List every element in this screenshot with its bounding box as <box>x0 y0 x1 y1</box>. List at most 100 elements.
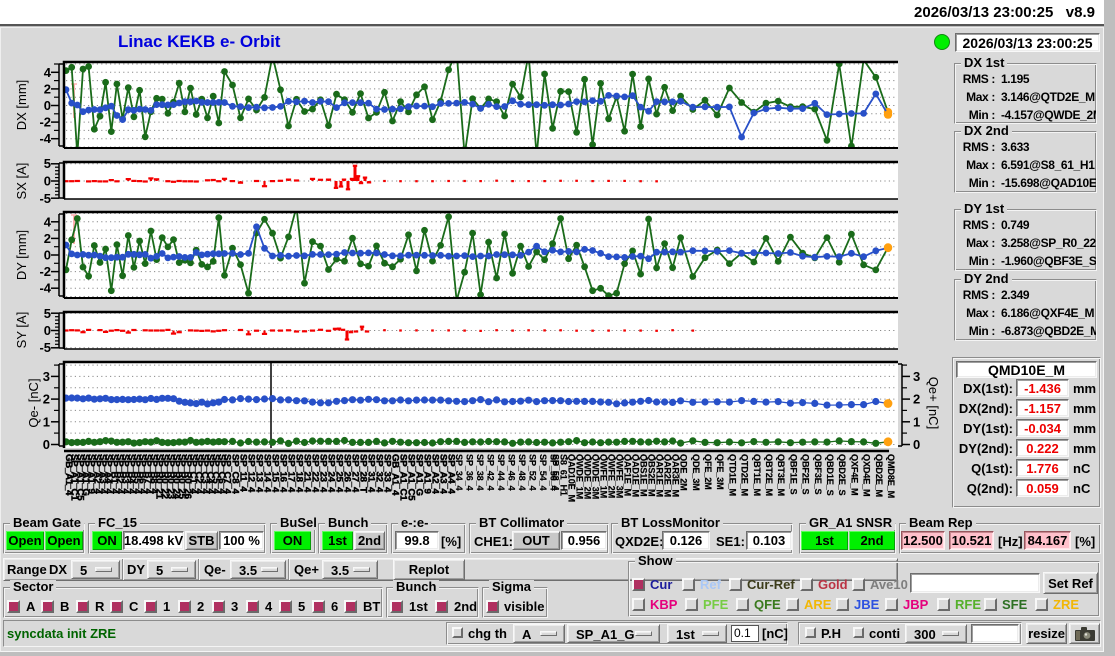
svg-text:-5: -5 <box>39 191 51 206</box>
svg-text:SP_A1_C1: SP_A1_C1 <box>398 454 409 501</box>
svg-text:2: 2 <box>44 81 51 96</box>
svg-text:SP_44_4: SP_44_4 <box>496 454 506 491</box>
svg-text:SP_11_4: SP_11_4 <box>238 454 249 492</box>
svg-text:-5: -5 <box>39 340 51 355</box>
svg-text:SP_A2_4: SP_A2_4 <box>430 454 441 495</box>
svg-text:SP_C4_4: SP_C4_4 <box>205 454 216 495</box>
svg-text:4: 4 <box>44 214 52 229</box>
svg-text:QFE_2M: QFE_2M <box>703 454 713 490</box>
svg-text:SP_14_4: SP_14_4 <box>262 454 273 493</box>
svg-text:QWDE_3M: QWDE_3M <box>591 454 601 500</box>
svg-text:SP_46_4: SP_46_4 <box>507 454 517 491</box>
svg-text:SP_24_4: SP_24_4 <box>326 454 337 493</box>
svg-text:SP_B4_4: SP_B4_4 <box>125 454 136 495</box>
svg-text:SP_21_4: SP_21_4 <box>302 454 313 493</box>
svg-text:SP_C2_4: SP_C2_4 <box>193 454 204 495</box>
svg-text:SP_B5_4: SP_B5_4 <box>131 454 142 495</box>
svg-text:5: 5 <box>44 156 51 171</box>
svg-text:SP_B8_4: SP_B8_4 <box>148 454 159 495</box>
svg-text:QBD2E_M: QBD2E_M <box>874 454 884 498</box>
svg-text:Qe+ [nC]: Qe+ [nC] <box>926 377 940 429</box>
svg-text:SP_17_4: SP_17_4 <box>286 454 297 493</box>
svg-text:QFE_3M: QFE_3M <box>715 454 725 490</box>
svg-text:SP_22_4: SP_22_4 <box>310 454 321 493</box>
svg-text:SY [A]: SY [A] <box>14 312 29 349</box>
svg-text:DY [mm]: DY [mm] <box>14 230 29 280</box>
svg-text:0: 0 <box>44 248 51 263</box>
svg-text:0: 0 <box>913 437 920 452</box>
svg-text:QBD2E_S: QBD2E_S <box>837 454 847 496</box>
svg-text:SP_R0_22: SP_R0_22 <box>159 454 170 499</box>
svg-text:SP_16_4: SP_16_4 <box>278 454 289 493</box>
svg-text:SP_B7_4: SP_B7_4 <box>142 454 153 495</box>
svg-text:SP_52_4: SP_52_4 <box>528 454 538 491</box>
svg-text:SP_33_4: SP_33_4 <box>382 454 393 493</box>
svg-text:-2: -2 <box>39 264 51 279</box>
svg-text:SP_A4_4: SP_A4_4 <box>103 454 114 495</box>
svg-text:S8_61_H1: S8_61_H1 <box>559 454 569 496</box>
svg-text:QBT2E_M: QBT2E_M <box>764 454 774 497</box>
svg-text:SP_C7_4: SP_C7_4 <box>222 454 233 495</box>
svg-text:SP_R0_23: SP_R0_23 <box>165 454 176 499</box>
svg-text:SP_B3_4: SP_B3_4 <box>120 454 131 495</box>
svg-text:QAF1E_M: QAF1E_M <box>623 454 633 497</box>
svg-text:QXD4E_M: QXD4E_M <box>862 454 872 497</box>
svg-text:0: 0 <box>44 98 51 113</box>
svg-text:0: 0 <box>43 437 50 452</box>
svg-text:QDE_3M: QDE_3M <box>691 454 701 491</box>
svg-text:SP_31_4: SP_31_4 <box>366 454 377 493</box>
svg-text:3: 3 <box>43 369 50 384</box>
svg-text:QWFE_1M: QWFE_1M <box>599 454 609 499</box>
svg-text:DX [mm]: DX [mm] <box>14 80 29 131</box>
svg-text:SP_18_4: SP_18_4 <box>294 454 305 493</box>
svg-text:SP_A1_C1: SP_A1_C1 <box>69 454 80 501</box>
svg-text:SP_58_4: SP_58_4 <box>551 454 561 491</box>
svg-text:SP_B2_4: SP_B2_4 <box>114 454 125 495</box>
svg-text:SP_A1_9: SP_A1_9 <box>86 454 97 494</box>
svg-text:3: 3 <box>913 369 920 384</box>
svg-text:SP_C5_4: SP_C5_4 <box>210 454 221 495</box>
svg-text:QAD1E_M: QAD1E_M <box>631 454 641 498</box>
svg-text:4: 4 <box>44 65 52 80</box>
svg-text:-2: -2 <box>39 115 51 130</box>
svg-text:SP_28_T: SP_28_T <box>358 454 369 493</box>
svg-text:SP_15_4: SP_15_4 <box>270 454 281 493</box>
svg-text:SP_C6_4: SP_C6_4 <box>216 454 227 495</box>
svg-text:SP_R0_24: SP_R0_24 <box>171 454 182 500</box>
svg-text:SP_C3_4: SP_C3_4 <box>199 454 210 495</box>
svg-text:SP_C1_4: SP_C1_4 <box>188 454 199 495</box>
svg-text:QBS2E_M: QBS2E_M <box>647 454 657 497</box>
svg-text:0: 0 <box>44 174 51 189</box>
svg-text:QAR1E_M: QAR1E_M <box>655 454 665 498</box>
svg-text:SP_B1_4: SP_B1_4 <box>108 454 119 495</box>
svg-text:SP_34_4: SP_34_4 <box>454 454 464 491</box>
svg-text:GB_A1_4: GB_A1_4 <box>63 454 74 496</box>
svg-text:QAR3E_M: QAR3E_M <box>671 454 681 498</box>
svg-text:2: 2 <box>43 392 50 407</box>
svg-text:2: 2 <box>913 392 920 407</box>
svg-text:SP_27_4: SP_27_4 <box>350 454 361 493</box>
svg-text:QWDE_2M: QWDE_2M <box>583 454 593 500</box>
svg-text:SP_A1_C5: SP_A1_C5 <box>406 454 417 501</box>
svg-text:SP_32_4: SP_32_4 <box>374 454 385 493</box>
svg-text:QWFE_2M: QWFE_2M <box>607 454 617 499</box>
svg-text:5: 5 <box>44 306 51 321</box>
svg-text:SP_25_4: SP_25_4 <box>334 454 345 493</box>
svg-text:SP_A1_9: SP_A1_9 <box>422 454 433 494</box>
svg-text:SP_48_4: SP_48_4 <box>517 454 527 491</box>
svg-text:SP_42_4: SP_42_4 <box>486 454 496 491</box>
svg-text:SP_36_4: SP_36_4 <box>465 454 475 491</box>
svg-text:QBS1E_M: QBS1E_M <box>639 454 649 497</box>
svg-text:GB_A1_4: GB_A1_4 <box>390 454 401 496</box>
svg-text:SP_23_4: SP_23_4 <box>318 454 329 493</box>
svg-text:QBF3E_S: QBF3E_S <box>813 454 823 495</box>
svg-text:SP_A1_C5: SP_A1_C5 <box>74 454 85 501</box>
svg-text:Qe- [nC]: Qe- [nC] <box>26 378 41 427</box>
svg-text:QBD1E_S: QBD1E_S <box>825 454 835 496</box>
svg-text:1: 1 <box>43 414 50 429</box>
svg-text:QTD2E_M: QTD2E_M <box>740 454 750 497</box>
svg-text:0: 0 <box>44 323 51 338</box>
svg-text:SP_A4_4: SP_A4_4 <box>446 454 457 495</box>
svg-text:SX [A]: SX [A] <box>14 163 29 200</box>
svg-text:SP_38_4: SP_38_4 <box>475 454 485 491</box>
